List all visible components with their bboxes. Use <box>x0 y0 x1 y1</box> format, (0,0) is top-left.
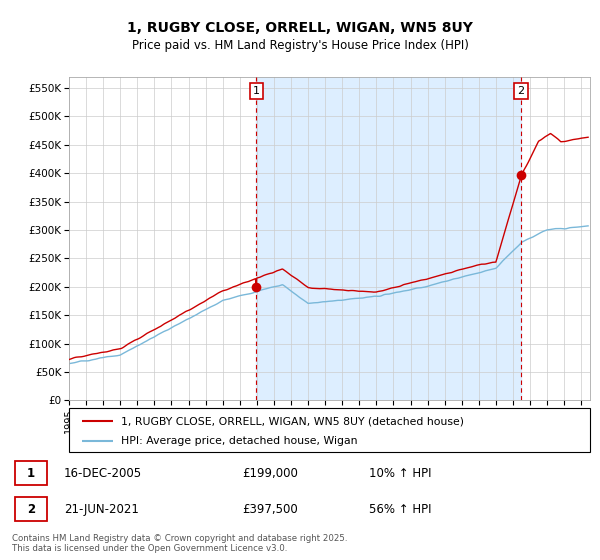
Bar <box>15 497 47 521</box>
Text: Price paid vs. HM Land Registry's House Price Index (HPI): Price paid vs. HM Land Registry's House … <box>131 39 469 52</box>
Text: 1: 1 <box>26 467 35 480</box>
Text: 21-JUN-2021: 21-JUN-2021 <box>64 503 139 516</box>
Text: HPI: Average price, detached house, Wigan: HPI: Average price, detached house, Wiga… <box>121 436 358 446</box>
Text: 2: 2 <box>26 503 35 516</box>
Text: Contains HM Land Registry data © Crown copyright and database right 2025.
This d: Contains HM Land Registry data © Crown c… <box>12 534 347 553</box>
Text: 16-DEC-2005: 16-DEC-2005 <box>64 467 142 480</box>
Text: 1, RUGBY CLOSE, ORRELL, WIGAN, WN5 8UY (detached house): 1, RUGBY CLOSE, ORRELL, WIGAN, WN5 8UY (… <box>121 416 464 426</box>
Text: £397,500: £397,500 <box>242 503 298 516</box>
Text: 2: 2 <box>517 86 524 96</box>
Text: 56% ↑ HPI: 56% ↑ HPI <box>369 503 431 516</box>
Text: 10% ↑ HPI: 10% ↑ HPI <box>369 467 431 480</box>
Text: £199,000: £199,000 <box>242 467 298 480</box>
Text: 1: 1 <box>253 86 260 96</box>
Bar <box>15 461 47 486</box>
Bar <box>256 77 521 400</box>
Text: 1, RUGBY CLOSE, ORRELL, WIGAN, WN5 8UY: 1, RUGBY CLOSE, ORRELL, WIGAN, WN5 8UY <box>127 21 473 35</box>
